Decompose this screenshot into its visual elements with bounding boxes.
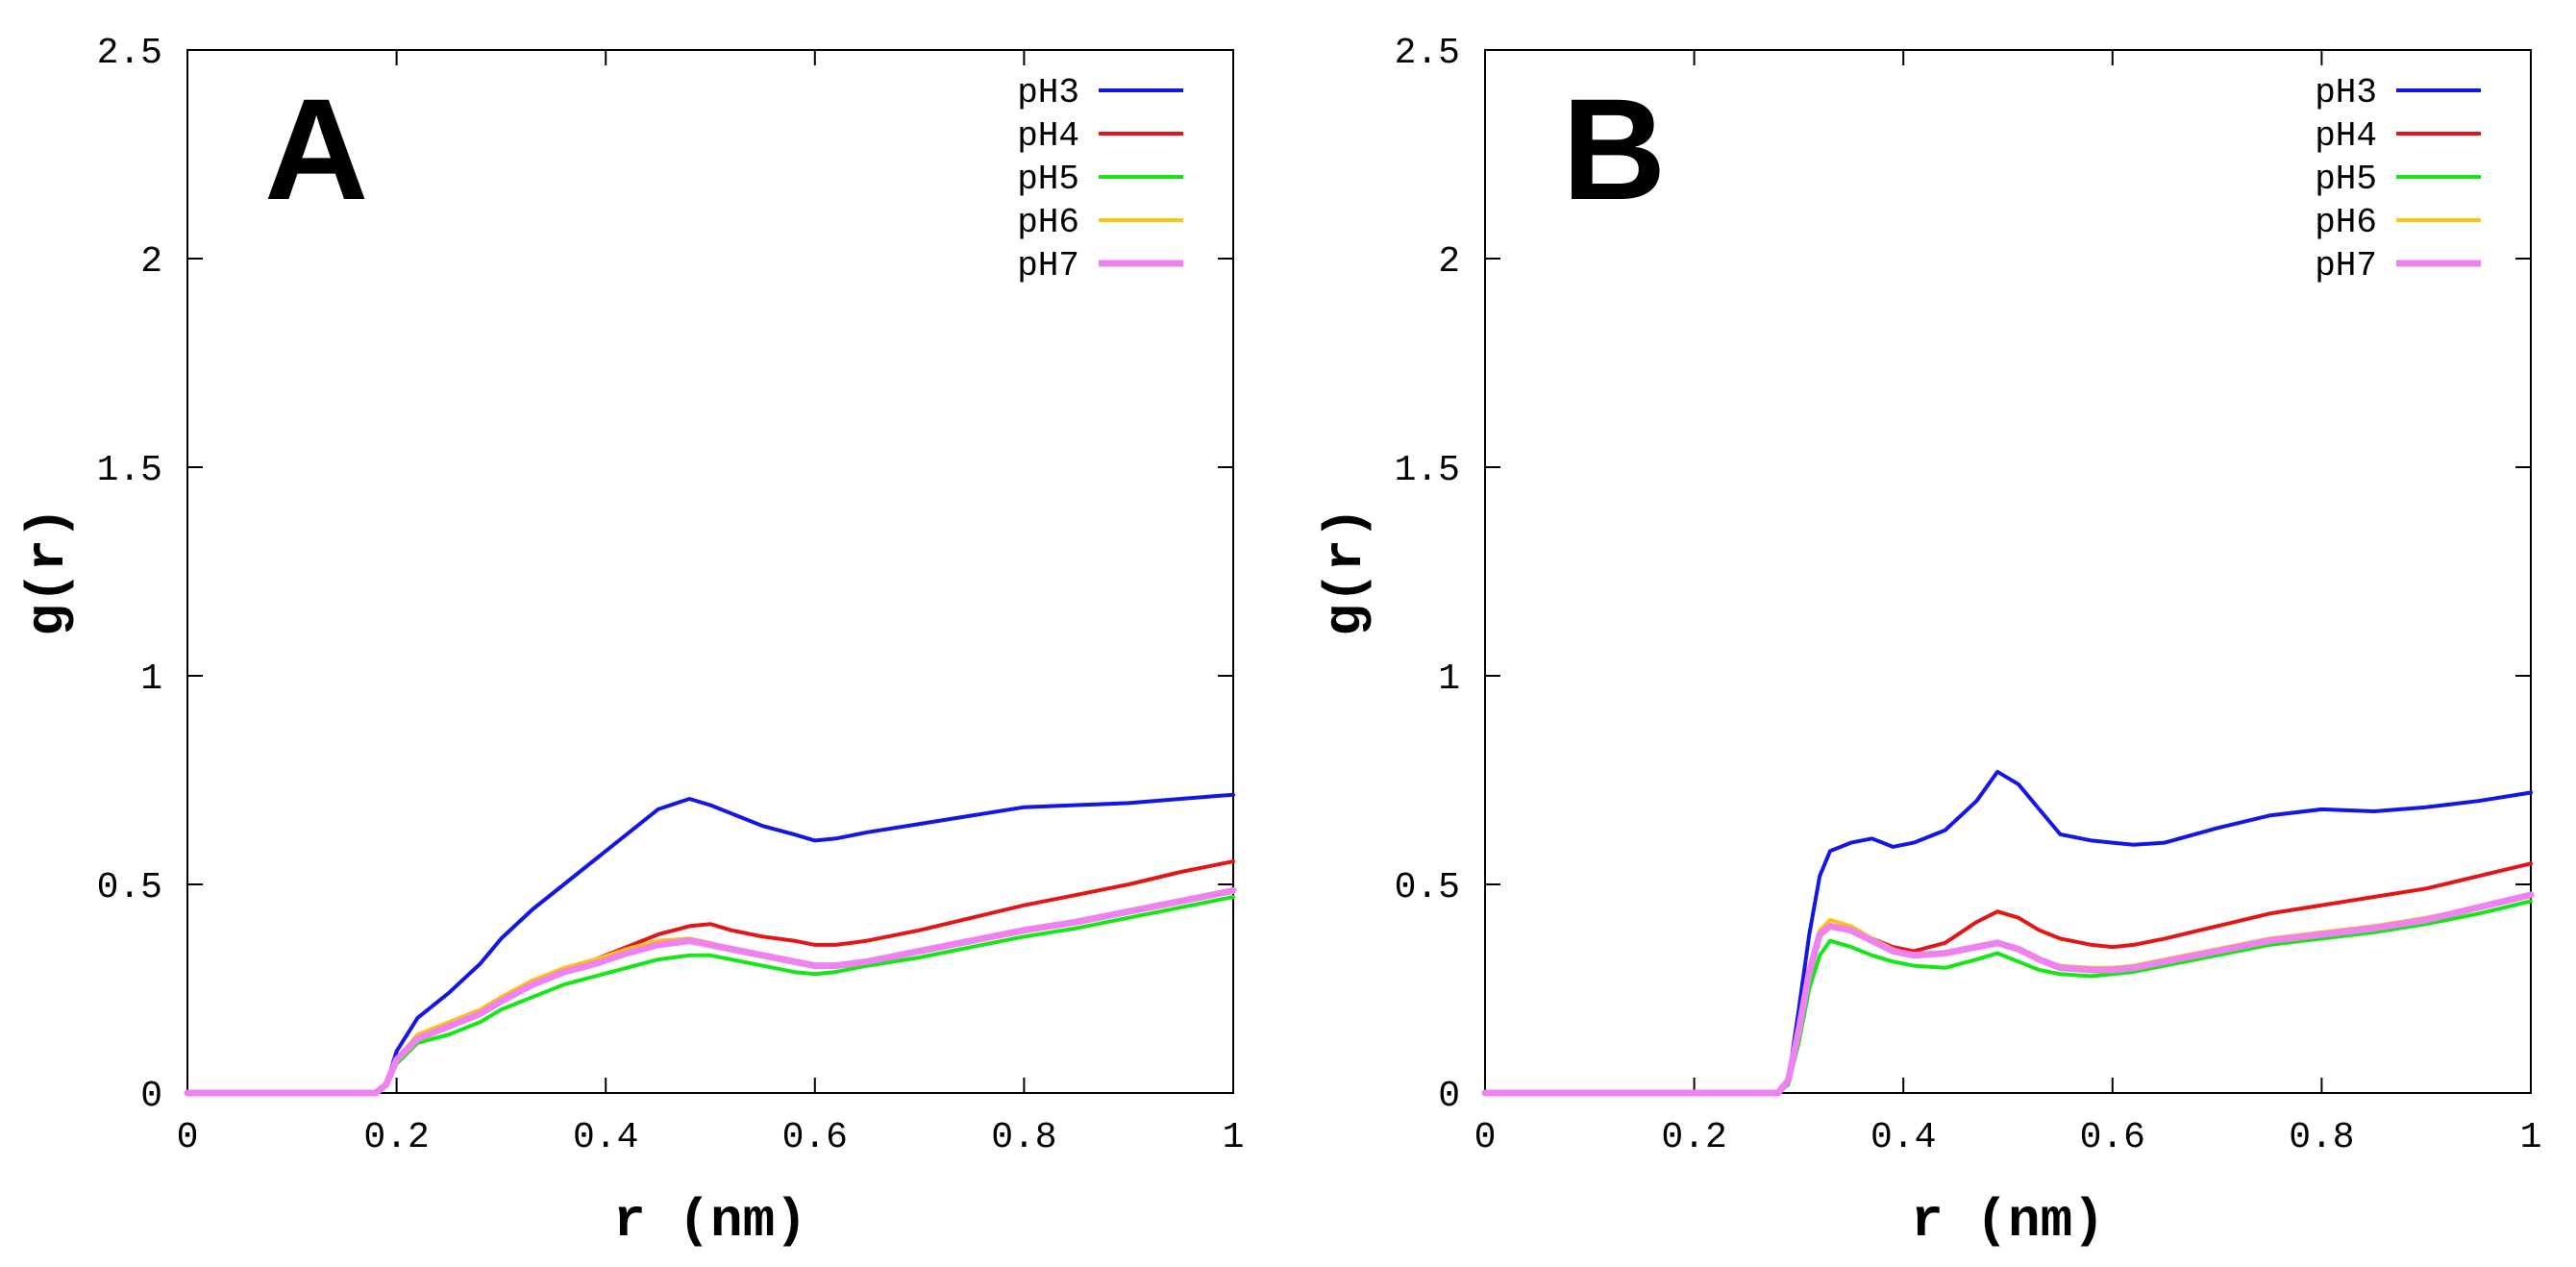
legend-label: pH4 [2315,116,2377,156]
legend-label: pH4 [1017,116,1079,156]
y-tick-label: 2.5 [1395,33,1460,74]
x-axis-title: r (nm) [613,1190,807,1252]
panel-letter: A [264,68,368,230]
y-tick-label: 2 [140,241,162,283]
x-tick-label: 0.8 [991,1117,1056,1158]
x-tick-label: 1 [2520,1117,2542,1158]
series-line-ph7 [1481,891,2535,1097]
y-axis-title: g(r) [1315,507,1376,635]
plot-frame [186,49,1234,1094]
x-axis-title: r (nm) [1911,1190,2105,1252]
plot-frame [1484,49,2532,1094]
y-tick-label: 0.5 [97,867,162,908]
legend-label: pH5 [2315,160,2377,199]
legend-label: pH5 [1017,160,1079,199]
y-tick-label: 0 [1438,1076,1460,1117]
x-tick-label: 0.8 [2289,1117,2354,1158]
legend-label: pH3 [1017,73,1079,112]
series-line-ph5 [1483,899,2533,1095]
x-tick-label: 0.6 [2080,1117,2145,1158]
chart-panel-a: 0 0.2 0.4 0.6 0.8 1 0 0.5 1 1.5 2 2.5 r (nm) g(r) pH3 p… [17,33,1244,1252]
y-tick-label: 2 [1438,241,1460,283]
y-tick-label: 0.5 [1395,867,1460,908]
series-line-ph3 [186,792,1235,1095]
y-tick-label: 1.5 [97,450,162,491]
panel-letter: B [1562,68,1666,230]
y-tick-label: 1.5 [1395,450,1460,491]
legend-label: pH3 [2315,73,2377,112]
x-tick-label: 0.4 [1870,1117,1936,1158]
x-tick-label: 0.2 [363,1117,429,1158]
y-tick-label: 1 [140,658,162,700]
y-axis-title: g(r) [17,507,79,635]
x-tick-label: 0.6 [782,1117,848,1158]
series-line-ph3 [1483,769,2533,1095]
chart-panel-b: 0 0.2 0.4 0.6 0.8 1 0 0.5 1 1.5 2 2.5 r (nm) g(r) pH3 p… [1315,33,2541,1252]
x-tick-label: 0 [177,1117,199,1158]
y-tick-label: 2.5 [97,33,162,74]
legend-label: pH7 [2315,246,2377,286]
x-tick-label: 0.4 [573,1117,638,1158]
legend-label: pH7 [1017,246,1079,286]
legend-label: pH6 [1017,203,1079,242]
legend-label: pH6 [2315,203,2377,242]
x-tick-label: 1 [1223,1117,1245,1158]
series-line-ph7 [184,887,1237,1097]
series-line-ph5 [186,895,1235,1095]
x-tick-label: 0 [1474,1117,1497,1158]
x-tick-label: 0.2 [1661,1117,1726,1158]
y-tick-label: 1 [1438,658,1460,700]
y-tick-label: 0 [140,1076,162,1117]
